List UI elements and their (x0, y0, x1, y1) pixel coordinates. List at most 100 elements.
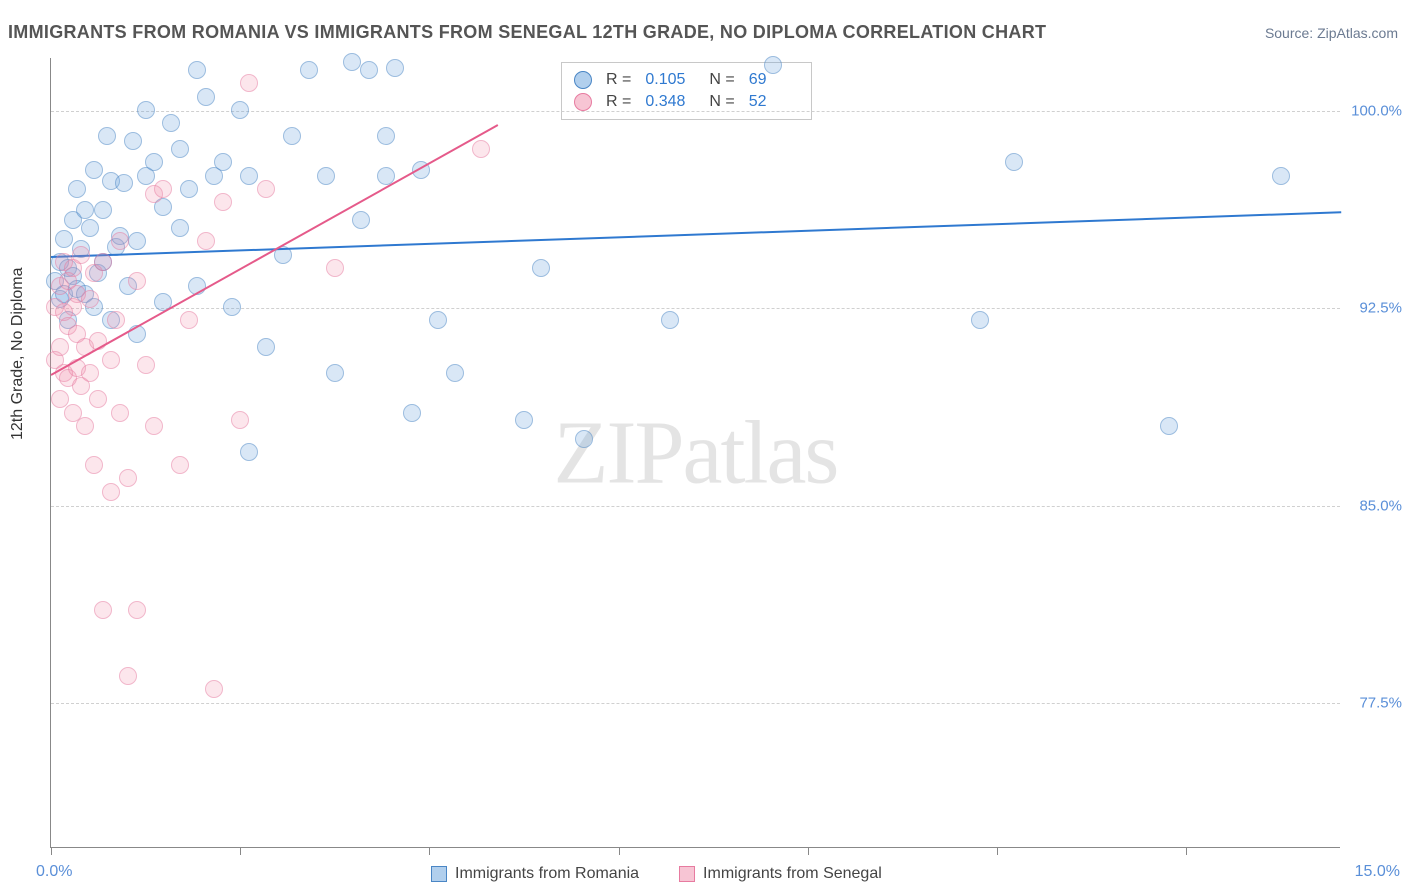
legend-label-a: Immigrants from Romania (455, 865, 639, 883)
x-min-label: 0.0% (36, 863, 72, 881)
data-point (76, 201, 94, 219)
data-point (119, 469, 137, 487)
data-point (300, 61, 318, 79)
x-tick (1186, 847, 1187, 855)
data-point (162, 114, 180, 132)
data-point (94, 253, 112, 271)
legend-item-b: Immigrants from Senegal (679, 865, 882, 883)
n-label: N = (709, 93, 734, 111)
data-point (51, 338, 69, 356)
data-point (197, 232, 215, 250)
watermark-text-b: atlas (683, 403, 838, 502)
data-point (575, 430, 593, 448)
y-tick-label: 100.0% (1351, 102, 1402, 119)
n-value-b: 52 (749, 93, 799, 111)
data-point (240, 74, 258, 92)
y-tick-label: 85.0% (1359, 497, 1402, 514)
watermark-text-a: ZIP (554, 403, 683, 502)
plot-area: ZIPatlas R = 0.105 N = 69 R = 0.348 N = … (50, 58, 1340, 848)
data-point (1272, 167, 1290, 185)
x-tick (51, 847, 52, 855)
data-point (326, 259, 344, 277)
data-point (68, 180, 86, 198)
swatch-series-a-icon (574, 71, 592, 89)
data-point (85, 161, 103, 179)
data-point (85, 456, 103, 474)
stats-row-a: R = 0.105 N = 69 (574, 69, 799, 91)
data-point (81, 364, 99, 382)
data-point (231, 101, 249, 119)
chart-title: IMMIGRANTS FROM ROMANIA VS IMMIGRANTS FR… (8, 22, 1046, 43)
data-point (188, 61, 206, 79)
x-tick (429, 847, 430, 855)
data-point (171, 456, 189, 474)
data-point (76, 417, 94, 435)
data-point (111, 232, 129, 250)
legend-swatch-b-icon (679, 866, 695, 882)
legend-swatch-a-icon (431, 866, 447, 882)
data-point (102, 351, 120, 369)
data-point (360, 61, 378, 79)
r-label: R = (606, 93, 631, 111)
title-bar: IMMIGRANTS FROM ROMANIA VS IMMIGRANTS FR… (8, 22, 1398, 43)
x-max-label: 15.0% (1355, 863, 1400, 881)
data-point (661, 311, 679, 329)
gridline (51, 703, 1340, 704)
data-point (180, 180, 198, 198)
data-point (317, 167, 335, 185)
data-point (102, 483, 120, 501)
data-point (1005, 153, 1023, 171)
data-point (377, 127, 395, 145)
data-point (343, 53, 361, 71)
data-point (81, 219, 99, 237)
legend-label-b: Immigrants from Senegal (703, 865, 882, 883)
x-tick (619, 847, 620, 855)
data-point (971, 311, 989, 329)
data-point (128, 232, 146, 250)
data-point (515, 411, 533, 429)
y-tick-label: 92.5% (1359, 300, 1402, 317)
data-point (326, 364, 344, 382)
data-point (119, 667, 137, 685)
data-point (137, 356, 155, 374)
x-tick (997, 847, 998, 855)
data-point (764, 56, 782, 74)
data-point (81, 290, 99, 308)
data-point (154, 180, 172, 198)
data-point (171, 219, 189, 237)
watermark: ZIPatlas (554, 401, 838, 504)
data-point (223, 298, 241, 316)
data-point (55, 230, 73, 248)
x-tick (240, 847, 241, 855)
data-point (386, 59, 404, 77)
data-point (98, 127, 116, 145)
data-point (283, 127, 301, 145)
data-point (145, 417, 163, 435)
data-point (145, 153, 163, 171)
data-point (240, 443, 258, 461)
data-point (107, 311, 125, 329)
data-point (89, 390, 107, 408)
data-point (171, 140, 189, 158)
data-point (403, 404, 421, 422)
data-point (472, 140, 490, 158)
data-point (231, 411, 249, 429)
data-point (352, 211, 370, 229)
data-point (532, 259, 550, 277)
gridline (51, 308, 1340, 309)
data-point (446, 364, 464, 382)
data-point (72, 246, 90, 264)
trend-line (51, 211, 1341, 258)
r-label: R = (606, 71, 631, 89)
y-axis-label: 12th Grade, No Diploma (9, 267, 27, 440)
data-point (128, 272, 146, 290)
data-point (205, 680, 223, 698)
legend-item-a: Immigrants from Romania (431, 865, 639, 883)
data-point (124, 132, 142, 150)
gridline (51, 506, 1340, 507)
data-point (257, 180, 275, 198)
legend: Immigrants from Romania Immigrants from … (431, 865, 882, 883)
data-point (197, 88, 215, 106)
data-point (111, 404, 129, 422)
data-point (128, 601, 146, 619)
